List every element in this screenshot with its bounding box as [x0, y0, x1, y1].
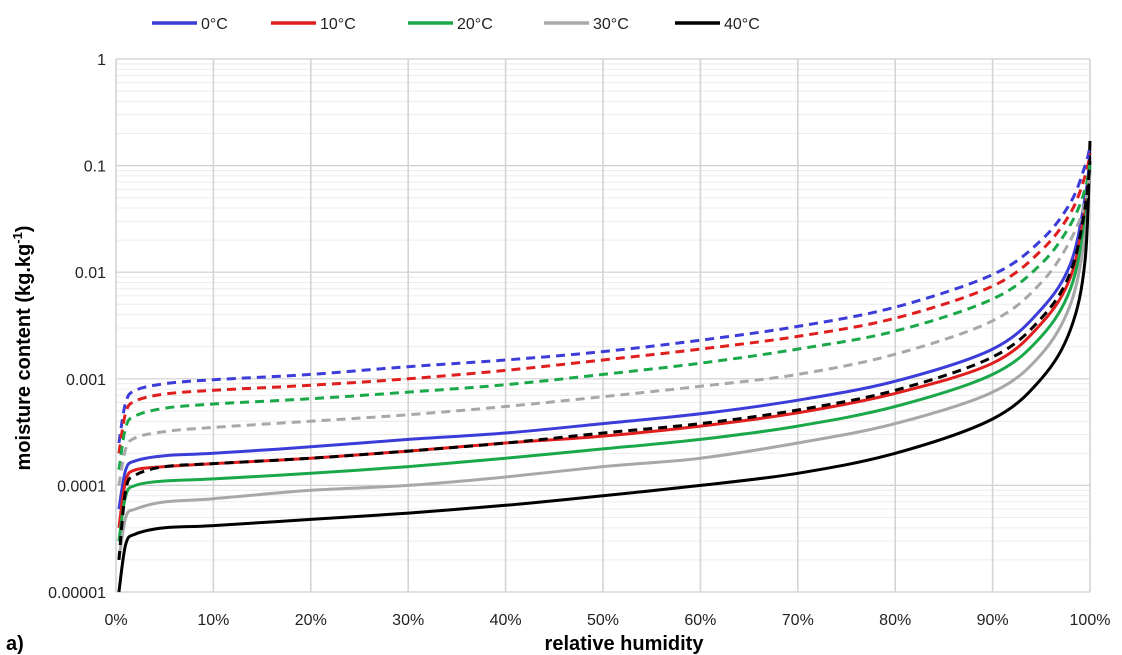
x-tick-label: 100% [1070, 612, 1111, 629]
x-tick-label: 40% [490, 612, 522, 629]
x-tick-label: 60% [684, 612, 716, 629]
y-tick-label: 0.00001 [48, 585, 106, 602]
x-tick-label: 30% [392, 612, 424, 629]
panel-label: a) [6, 633, 24, 655]
y-tick-label: 0.01 [75, 265, 106, 282]
y-axis-title-close: ) [13, 226, 35, 233]
major-gridlines [115, 58, 1091, 593]
series-line-dashed-7 [117, 170, 1092, 486]
x-tick-label: 90% [977, 612, 1009, 629]
legend-label: 10°C [320, 16, 356, 33]
legend-label: 30°C [593, 16, 629, 33]
series-lines [117, 140, 1092, 593]
series-line-2 [117, 161, 1092, 529]
series-line-6 [117, 170, 1092, 561]
x-axis-title: relative humidity [545, 633, 705, 655]
series-line-dashed-1 [117, 146, 1092, 444]
x-tick-label: 10% [197, 612, 229, 629]
legend-label: 40°C [724, 16, 760, 33]
y-tick-label: 0.1 [84, 159, 106, 176]
y-tick-label: 0.0001 [57, 478, 106, 495]
y-tick-label: 0.001 [66, 372, 106, 389]
series-line-dashed-3 [117, 153, 1092, 454]
x-tick-labels: 0% 10% 20% 30% 40% 50% 60% 70% 80% 90% 100% [104, 612, 1110, 629]
x-tick-label: 50% [587, 612, 619, 629]
x-tick-label: 20% [295, 612, 327, 629]
y-tick-labels: 0.00001 0.0001 0.001 0.01 0.1 1 [48, 52, 106, 602]
x-tick-label: 0% [104, 612, 127, 629]
legend-label: 0°C [201, 16, 228, 33]
series-line-4 [117, 165, 1092, 542]
series-line-dashed-9 [117, 161, 1092, 561]
x-tick-label: 70% [782, 612, 814, 629]
x-tick-label: 80% [879, 612, 911, 629]
legend-label: 20°C [457, 16, 493, 33]
legend: 0°C 10°C 20°C 30°C 40°C [152, 16, 760, 33]
series-line-0 [117, 157, 1092, 510]
y-axis-title-main: moisture content (kg.kg [13, 244, 35, 471]
y-axis-title-superscript: -1 [10, 232, 25, 244]
series-line-8 [117, 140, 1092, 593]
y-tick-label: 1 [97, 52, 106, 69]
y-axis-title: moisture content (kg.kg-1) [10, 226, 35, 471]
series-line-dashed-5 [117, 160, 1092, 471]
